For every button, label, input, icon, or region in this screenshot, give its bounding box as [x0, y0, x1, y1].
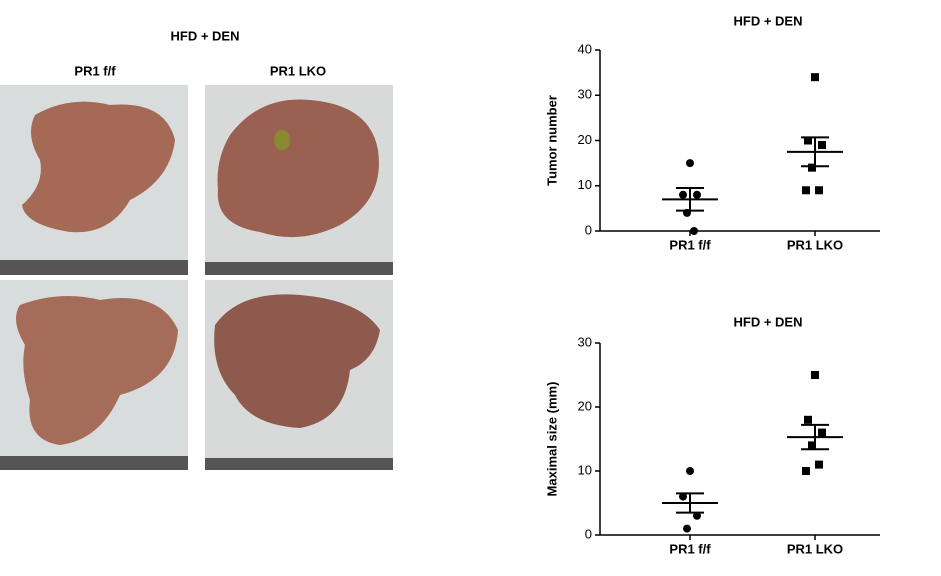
photos [0, 85, 393, 470]
data-point [679, 492, 687, 501]
y-tick-label: 30 [578, 334, 592, 349]
panel-title: HFD + DEN [171, 28, 240, 43]
data-point [686, 467, 694, 475]
photo [205, 85, 393, 275]
x-tick-label: PR1 f/f [669, 237, 711, 252]
data-point [693, 190, 701, 199]
data-point [811, 371, 819, 379]
chart-title: HFD + DEN [734, 314, 803, 329]
x-tick-label: PR1 f/f [669, 541, 711, 556]
y-tick-label: 0 [585, 222, 592, 237]
data-point [815, 186, 823, 195]
data-point [690, 227, 698, 235]
x-tick-label: PR1 LKO [787, 237, 843, 252]
data-point [686, 159, 694, 168]
data-point [815, 460, 823, 469]
chart-title: HFD + DEN [734, 13, 803, 28]
data-point [808, 163, 816, 172]
column-label: PR1 LKO [270, 63, 326, 78]
data-point [804, 415, 812, 424]
y-tick-label: 40 [578, 41, 592, 56]
y-axis-label: Maximal size (mm) [544, 382, 559, 497]
y-tick-label: 30 [578, 87, 592, 102]
y-tick-label: 20 [578, 132, 592, 147]
data-point [683, 524, 691, 533]
y-axis-label: Tumor number [544, 95, 559, 186]
column-label: PR1 f/f [74, 63, 116, 78]
photo [0, 85, 188, 275]
photo [0, 280, 188, 470]
y-tick-label: 10 [578, 177, 592, 192]
data-point [679, 190, 687, 199]
data-point [804, 136, 812, 145]
y-tick-label: 20 [578, 398, 592, 413]
data-point [802, 186, 810, 195]
data-point [811, 73, 819, 82]
photo [205, 280, 393, 470]
data-point [802, 467, 810, 475]
data-point [818, 428, 826, 437]
y-tick-label: 0 [585, 526, 592, 541]
y-tick-label: 10 [578, 462, 592, 477]
x-tick-label: PR1 LKO [787, 541, 843, 556]
data-point [693, 511, 701, 520]
data-point [818, 141, 826, 150]
data-point [808, 441, 816, 450]
